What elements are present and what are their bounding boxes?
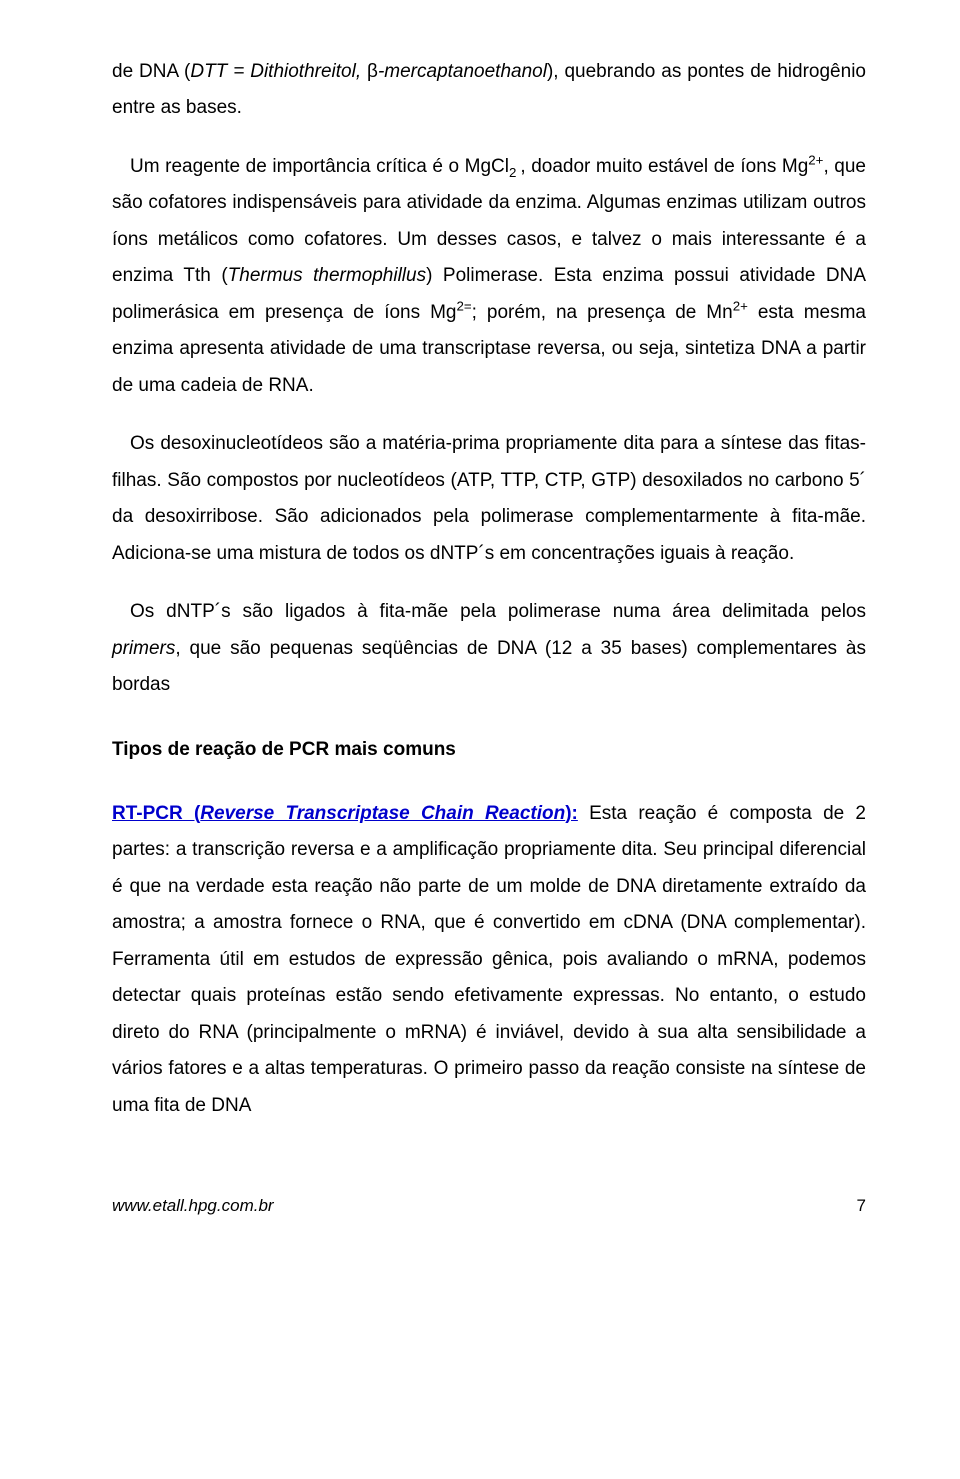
heading-pcr-types: Tipos de reação de PCR mais comuns	[112, 732, 866, 768]
paragraph-4: Os dNTP´s são ligados à fita-mãe pela po…	[112, 594, 866, 703]
paragraph-1: de DNA (DTT = Dithiothreitol, β-mercapta…	[112, 54, 866, 127]
p1-dtt: DTT = Dithiothreitol,	[190, 61, 367, 82]
p4-a: Os dNTP´s são ligados à fita-mãe pela po…	[130, 601, 866, 622]
p2-sup1: 2+	[808, 153, 823, 168]
paragraph-3: Os desoxinucleotídeos são a matéria-prim…	[112, 426, 866, 572]
p4-i1: primers	[112, 638, 175, 659]
paragraph-2: Um reagente de importância crítica é o M…	[112, 149, 866, 404]
p2-sub1: 2	[509, 165, 520, 180]
p1-beta: β	[367, 61, 378, 82]
p2-a: Um reagente de importância crítica é o M…	[130, 156, 509, 177]
paragraph-5: RT-PCR (Reverse Transcriptase Chain Reac…	[112, 796, 866, 1124]
p1-post-beta: -mercaptanoethanol	[378, 61, 547, 82]
p1-pre: de DNA (	[112, 61, 190, 82]
p2-sup2: 2=	[456, 298, 471, 313]
p5-close: ):	[565, 803, 578, 824]
p2-b: , doador muito estável de íons Mg	[520, 156, 808, 177]
footer-url: www.etall.hpg.com.br	[112, 1196, 274, 1216]
p2-sup3: 2+	[733, 298, 748, 313]
p2-i1: Thermus thermophillus	[228, 265, 426, 286]
p5-body: Esta reação é composta de 2 partes: a tr…	[112, 803, 866, 1116]
p2-e: ; porém, na presença de Mn	[472, 302, 733, 323]
p5-title: Reverse Transcriptase Chain Reaction	[200, 803, 565, 824]
footer-page-number: 7	[857, 1196, 866, 1216]
page-footer: www.etall.hpg.com.br 7	[112, 1196, 866, 1216]
p4-b: , que são pequenas seqüências de DNA (12…	[112, 638, 866, 695]
p5-abbr: RT-PCR (	[112, 803, 200, 824]
